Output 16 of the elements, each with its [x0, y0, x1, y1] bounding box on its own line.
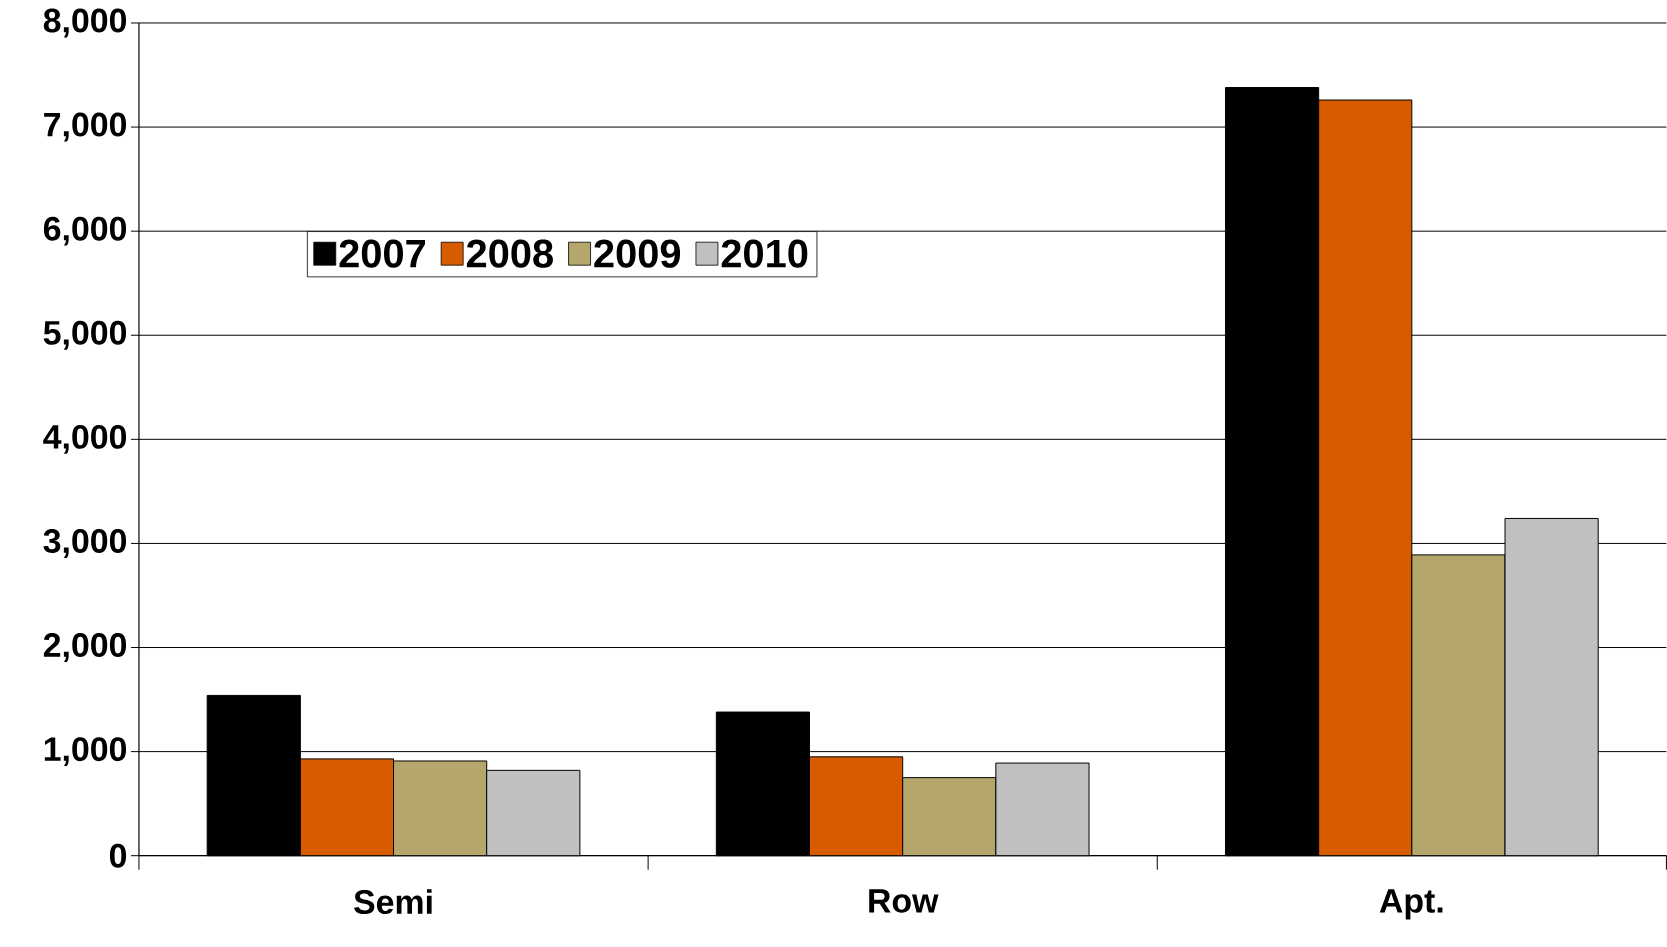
y-tick-label: 8,000 — [43, 8, 127, 38]
legend-label: 2007 — [339, 239, 425, 268]
legend-label: 2010 — [721, 239, 808, 268]
y-tick-label: 1,000 — [44, 737, 127, 767]
legend-label: 2009 — [594, 239, 681, 268]
y-tick-label: 5,000 — [43, 320, 127, 350]
y-tick-label: 0 — [109, 843, 127, 868]
y-tick-label: 7,000 — [44, 112, 127, 142]
y-tick-label: 6,000 — [43, 216, 127, 246]
x-tick-label: Apt. — [1379, 889, 1443, 920]
legend-label: 2008 — [466, 239, 553, 268]
y-tick-label: 4,000 — [43, 425, 127, 454]
y-tick-label: 2,000 — [43, 633, 127, 663]
y-tick-label: 3,000 — [43, 529, 127, 559]
x-tick-label: Semi — [354, 889, 432, 915]
x-tick-label: Row — [869, 889, 939, 913]
